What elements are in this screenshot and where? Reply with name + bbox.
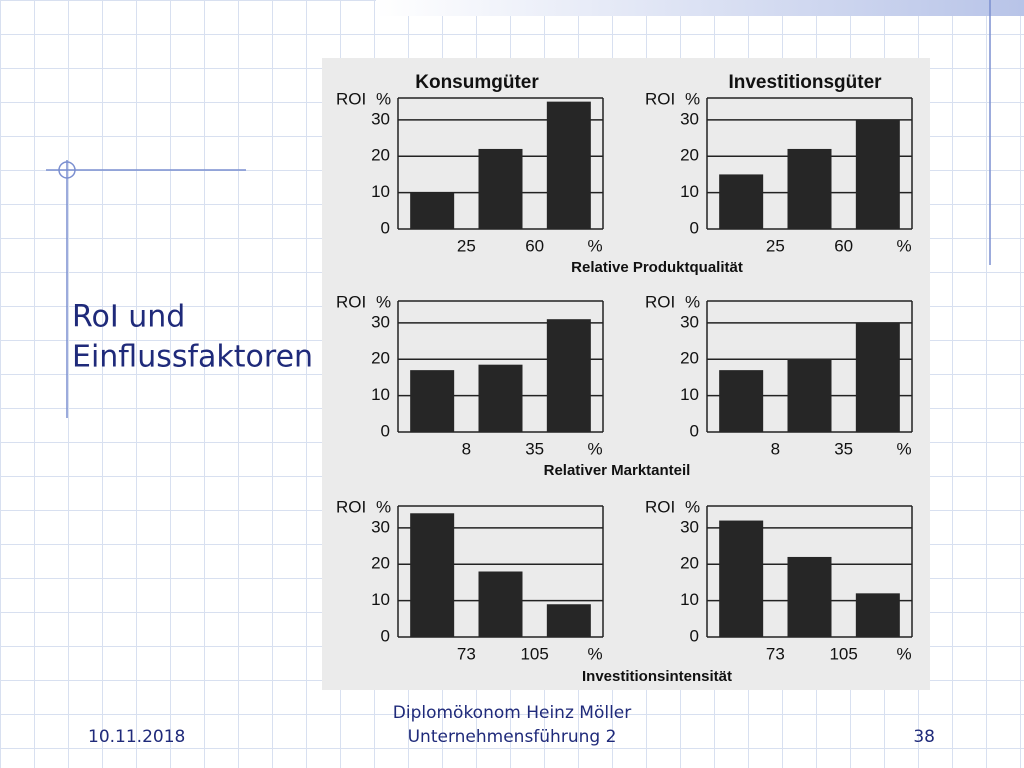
bar xyxy=(478,148,523,229)
x-tick-label: % xyxy=(896,644,911,663)
row-label: Relativer Marktanteil xyxy=(544,462,691,479)
y-tick-label: 0 xyxy=(690,218,699,237)
y-tick-label: 10 xyxy=(371,385,390,404)
y-axis-unit: % xyxy=(376,497,391,516)
x-tick-label: % xyxy=(587,439,602,458)
bar xyxy=(478,571,523,637)
y-tick-label: 0 xyxy=(381,421,390,440)
y-tick-label: 0 xyxy=(381,626,390,645)
y-tick-label: 20 xyxy=(680,146,699,165)
bar xyxy=(410,192,455,229)
x-tick-label: 60 xyxy=(834,236,853,255)
y-tick-label: 10 xyxy=(680,590,699,609)
y-axis-label: ROI xyxy=(336,292,366,311)
x-tick-label: 8 xyxy=(462,439,471,458)
column-title: Investitionsgüter xyxy=(728,72,882,93)
y-tick-label: 0 xyxy=(690,421,699,440)
y-tick-label: 30 xyxy=(371,517,390,536)
y-axis-label: ROI xyxy=(336,89,366,108)
bar xyxy=(410,513,455,637)
y-axis-unit: % xyxy=(685,497,700,516)
x-tick-label: % xyxy=(587,236,602,255)
bar xyxy=(546,101,591,229)
footer-date: 10.11.2018 xyxy=(88,727,185,747)
slide-title: Einflussfaktoren xyxy=(72,340,313,375)
y-axis-unit: % xyxy=(376,89,391,108)
x-tick-label: 25 xyxy=(457,236,476,255)
bar xyxy=(855,322,900,432)
y-tick-label: 20 xyxy=(371,146,390,165)
bar xyxy=(719,370,764,432)
bar xyxy=(787,148,832,229)
footer-course: Unternehmensführung 2 xyxy=(408,727,617,747)
x-tick-label: % xyxy=(896,236,911,255)
y-tick-label: 20 xyxy=(680,554,699,573)
bar xyxy=(719,520,764,637)
y-tick-label: 10 xyxy=(680,182,699,201)
y-tick-label: 20 xyxy=(371,554,390,573)
x-tick-label: 35 xyxy=(525,439,544,458)
y-tick-label: 20 xyxy=(371,349,390,368)
y-tick-label: 10 xyxy=(680,385,699,404)
x-tick-label: 73 xyxy=(457,644,476,663)
x-tick-label: % xyxy=(896,439,911,458)
footer-page: 38 xyxy=(913,727,935,747)
y-axis-label: ROI xyxy=(645,89,675,108)
x-tick-label: 105 xyxy=(520,644,548,663)
x-tick-label: 73 xyxy=(766,644,785,663)
bar xyxy=(787,359,832,432)
y-tick-label: 30 xyxy=(371,109,390,128)
x-tick-label: 35 xyxy=(834,439,853,458)
y-tick-label: 0 xyxy=(690,626,699,645)
x-tick-label: 105 xyxy=(829,644,857,663)
bar xyxy=(719,174,764,229)
y-tick-label: 30 xyxy=(371,312,390,331)
top-band xyxy=(376,0,1024,16)
y-tick-label: 10 xyxy=(371,590,390,609)
x-tick-label: 8 xyxy=(771,439,780,458)
x-tick-label: 25 xyxy=(766,236,785,255)
x-tick-label: % xyxy=(587,644,602,663)
footer-author: Diplomökonom Heinz Möller xyxy=(393,703,632,723)
y-axis-unit: % xyxy=(376,292,391,311)
x-tick-label: 60 xyxy=(525,236,544,255)
y-tick-label: 0 xyxy=(381,218,390,237)
y-tick-label: 30 xyxy=(680,517,699,536)
y-axis-label: ROI xyxy=(336,497,366,516)
row-label: Relative Produktqualität xyxy=(571,259,743,276)
y-tick-label: 30 xyxy=(680,312,699,331)
column-title: Konsumgüter xyxy=(415,72,539,93)
decor-circle xyxy=(58,161,76,179)
y-axis-unit: % xyxy=(685,292,700,311)
row-label: Investitionsintensität xyxy=(582,668,732,685)
bar xyxy=(787,556,832,637)
bar xyxy=(855,119,900,229)
y-tick-label: 20 xyxy=(680,349,699,368)
bar xyxy=(546,319,591,432)
slide-title: RoI und xyxy=(72,300,185,335)
y-axis-label: ROI xyxy=(645,292,675,311)
y-tick-label: 30 xyxy=(680,109,699,128)
bar xyxy=(855,593,900,637)
bar xyxy=(410,370,455,432)
y-axis-unit: % xyxy=(685,89,700,108)
y-tick-label: 10 xyxy=(371,182,390,201)
bar xyxy=(546,604,591,637)
y-axis-label: ROI xyxy=(645,497,675,516)
bar xyxy=(478,364,523,432)
